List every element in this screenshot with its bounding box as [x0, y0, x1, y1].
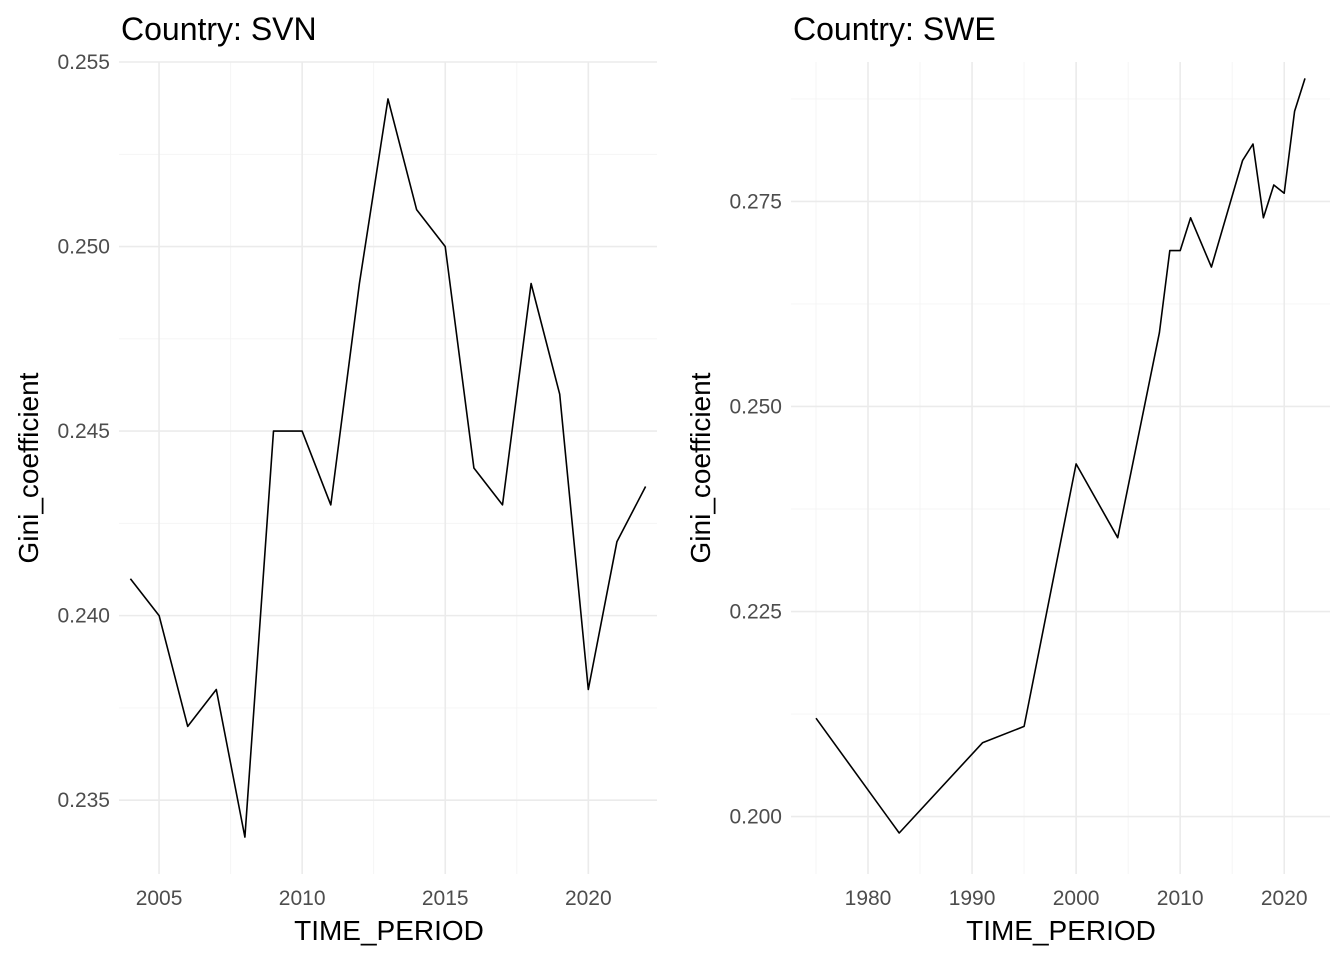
- x-tick-labels: 1980 1990 2000 2010 2020: [845, 887, 1308, 910]
- panel-svn: Country: SVN 2005 2010 2015 2020 0.235 0.240…: [13, 11, 657, 946]
- series-line: [129, 98, 647, 838]
- x-tick-label: 2010: [279, 887, 326, 910]
- series-line: [815, 78, 1306, 834]
- y-tick-label: 0.275: [729, 190, 782, 213]
- x-tick-label: 2015: [422, 887, 469, 910]
- y-tick-label: 0.255: [57, 51, 110, 74]
- x-tick-label: 2020: [565, 887, 612, 910]
- y-axis-title: Gini_coefficient: [685, 372, 716, 563]
- y-tick-label: 0.200: [729, 806, 782, 829]
- grid: [119, 61, 657, 874]
- y-tick-label: 0.250: [729, 395, 782, 418]
- x-tick-label: 2020: [1261, 887, 1308, 910]
- y-tick-label: 0.240: [57, 605, 110, 628]
- y-tick-label: 0.250: [57, 236, 110, 259]
- panel-swe: Country: SWE 1980 1990 2000 2010 2020 0.2000…: [685, 11, 1330, 946]
- x-tick-label: 1990: [949, 887, 996, 910]
- y-axis-title: Gini_coefficient: [13, 372, 44, 563]
- y-tick-labels: 0.200 0.225 0.250 0.275: [729, 190, 782, 828]
- x-axis-title: TIME_PERIOD: [966, 915, 1156, 946]
- x-tick-label: 2010: [1157, 887, 1204, 910]
- x-tick-labels: 2005 2010 2015 2020: [136, 887, 612, 910]
- x-tick-label: 1980: [845, 887, 892, 910]
- y-tick-label: 0.245: [57, 420, 110, 443]
- y-tick-label: 0.225: [729, 601, 782, 624]
- y-tick-labels: 0.235 0.240 0.245 0.250 0.255: [57, 51, 110, 812]
- panel-title: Country: SWE: [793, 11, 996, 47]
- x-tick-label: 2005: [136, 887, 183, 910]
- x-tick-label: 2000: [1053, 887, 1100, 910]
- grid: [791, 62, 1330, 874]
- panel-title: Country: SVN: [121, 11, 317, 47]
- y-tick-label: 0.235: [57, 789, 110, 812]
- x-axis-title: TIME_PERIOD: [294, 915, 484, 946]
